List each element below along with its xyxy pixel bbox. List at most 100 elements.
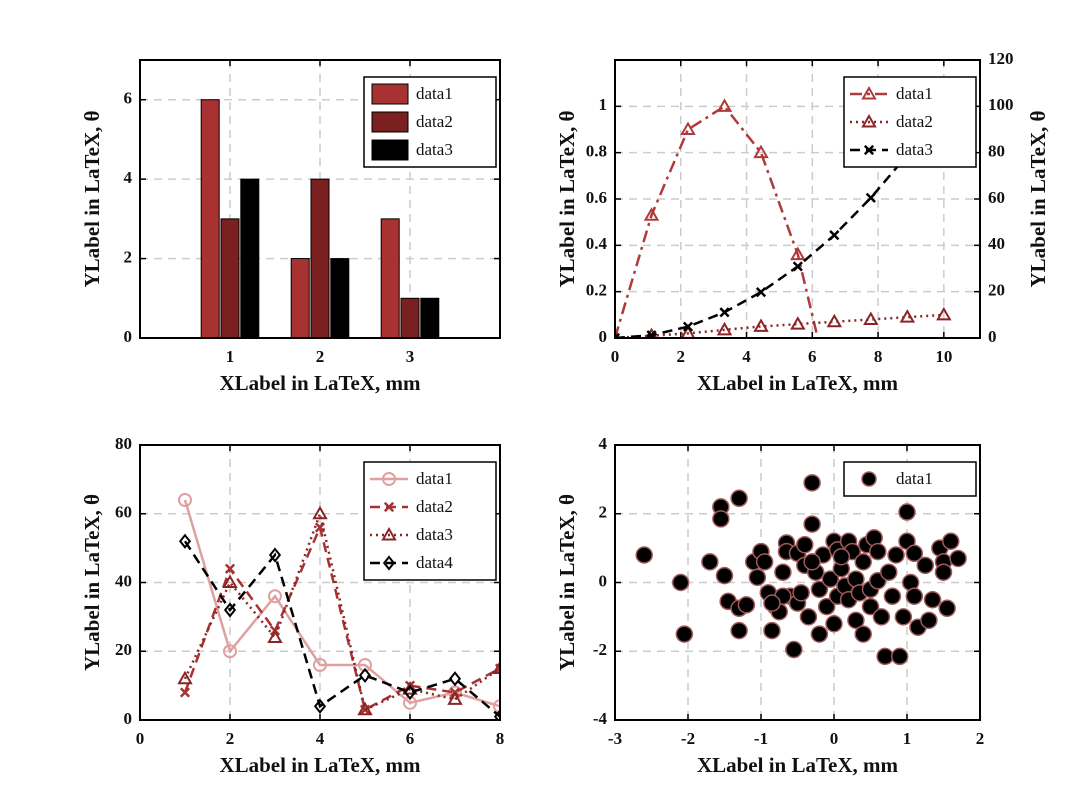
point — [763, 594, 781, 612]
y-tick-label: 0.6 — [586, 188, 607, 207]
bar — [290, 258, 310, 339]
line — [183, 509, 500, 712]
marker — [719, 307, 730, 318]
x-tick-label: 4 — [316, 729, 325, 748]
marker — [646, 330, 657, 338]
y-tick-label: 0 — [599, 571, 608, 590]
point — [880, 563, 898, 581]
y-tick-label: 2 — [124, 247, 133, 266]
x-axis-label: XLabel in LaTeX, mm — [219, 371, 421, 395]
point — [803, 515, 821, 533]
marker — [223, 602, 237, 618]
y2-tick-label: 80 — [988, 142, 1005, 161]
point — [872, 608, 891, 626]
point — [792, 584, 810, 602]
x-tick-label: 1 — [226, 347, 235, 366]
y-tick-label: 20 — [115, 640, 132, 659]
x-axis-label: XLabel in LaTeX, mm — [697, 371, 899, 395]
marker — [826, 313, 843, 328]
marker — [313, 658, 327, 672]
y-tick-label: -4 — [593, 709, 608, 728]
marker — [382, 472, 396, 486]
marker — [358, 667, 372, 683]
marker — [402, 681, 418, 695]
point — [730, 489, 748, 508]
point — [825, 615, 843, 633]
legend-label: data3 — [896, 140, 933, 159]
x-tick-label: 10 — [935, 347, 952, 366]
y2-tick-label: 100 — [988, 95, 1014, 114]
point — [920, 611, 938, 630]
y-tick-label: 60 — [115, 503, 132, 522]
x-tick-label: 2 — [976, 729, 985, 748]
point — [737, 596, 756, 614]
marker — [178, 533, 192, 549]
y-tick-label: 0.8 — [586, 142, 607, 161]
axes-frame — [614, 59, 981, 339]
y-tick-label: 80 — [115, 434, 132, 453]
x-tick-label: 1 — [903, 729, 912, 748]
marker — [829, 230, 840, 241]
point — [847, 611, 865, 630]
point — [821, 570, 840, 588]
point — [854, 625, 872, 643]
point — [905, 544, 924, 563]
bar — [220, 218, 240, 339]
point — [730, 621, 748, 640]
x-tick-label: 2 — [677, 347, 686, 366]
point — [942, 532, 960, 550]
y-tick-label: 0.4 — [586, 234, 608, 253]
legend-label: data4 — [416, 553, 453, 572]
x-tick-label: -2 — [681, 729, 695, 748]
legend-label: data1 — [416, 84, 453, 103]
marker — [861, 113, 877, 128]
marker — [403, 695, 417, 710]
y-tick-label: 2 — [599, 503, 608, 522]
x-tick-label: -3 — [608, 729, 622, 748]
marker — [267, 629, 283, 643]
marker — [382, 555, 396, 571]
marker — [863, 144, 875, 156]
point — [938, 599, 956, 618]
marker — [383, 501, 395, 513]
marker — [899, 309, 916, 323]
y-tick-label: 0 — [124, 327, 133, 346]
point — [755, 553, 774, 571]
point — [763, 621, 781, 640]
axes-frame — [139, 59, 501, 339]
marker — [177, 670, 193, 685]
marker — [936, 306, 952, 321]
point — [810, 625, 829, 643]
y2-tick-label: 20 — [988, 281, 1005, 300]
plot-data — [177, 493, 500, 720]
marker — [493, 699, 500, 714]
point — [701, 553, 719, 571]
line — [615, 313, 944, 338]
marker — [447, 691, 463, 705]
legend-label: data2 — [896, 112, 933, 131]
legend-label: data1 — [896, 469, 933, 488]
marker — [716, 321, 733, 336]
marker — [753, 144, 769, 159]
x-tick-label: 0 — [611, 347, 620, 366]
point — [715, 566, 734, 585]
y-axis-label: YLabel in LaTeX, θ — [555, 494, 579, 671]
point — [832, 547, 851, 566]
point — [712, 510, 730, 528]
marker — [828, 402, 840, 413]
point — [905, 587, 924, 605]
x-tick-label: 2 — [226, 729, 235, 748]
point — [898, 503, 916, 521]
marker — [312, 505, 328, 520]
point — [890, 647, 909, 666]
marker — [313, 698, 327, 714]
legend-label: data3 — [416, 525, 453, 544]
line — [183, 523, 500, 712]
point — [803, 474, 821, 492]
marker — [492, 660, 500, 674]
y-tick-label: 0 — [599, 327, 608, 346]
line — [183, 499, 500, 708]
marker — [268, 589, 282, 604]
x-tick-label: 6 — [406, 729, 415, 748]
